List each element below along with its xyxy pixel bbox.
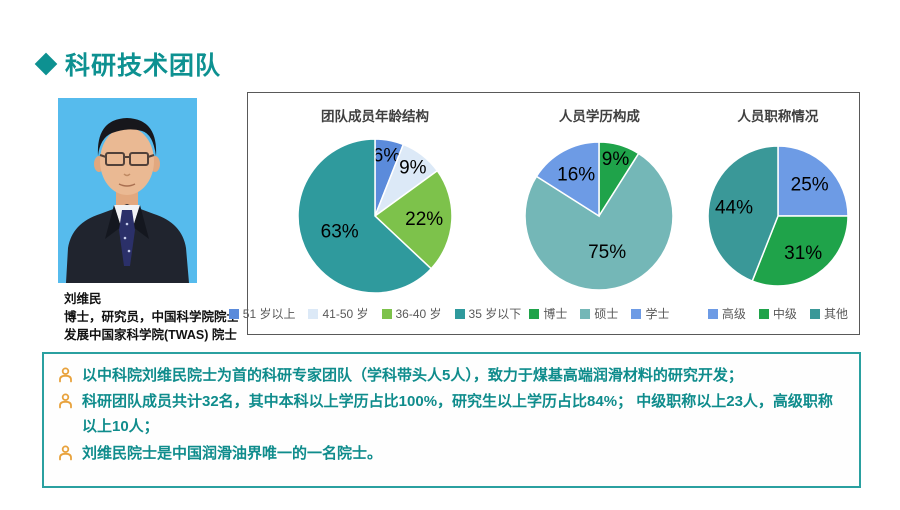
chart-title: 团队成员年龄结构	[321, 109, 429, 124]
pie-value-label: 31%	[784, 243, 822, 264]
legend-label: 36-40 岁	[395, 307, 442, 321]
legend-swatch-icon	[707, 308, 718, 319]
legend-swatch-icon	[758, 308, 769, 319]
pie-value-label: 9%	[399, 157, 427, 178]
notes-box: 以中科院刘维民院士为首的科研专家团队（学科带头人5人），致力于煤基高端润滑材料的…	[42, 352, 861, 488]
portrait-illustration	[58, 98, 197, 283]
pie-value-label: 25%	[791, 174, 829, 195]
legend-swatch-icon	[228, 308, 239, 319]
page-title: 科研技术团队	[34, 46, 222, 82]
chart-legend: 博士 硕士 学士	[529, 305, 669, 322]
legend-label: 51 岁以上	[242, 307, 296, 321]
note-text: 刘维民院士是中国润滑油界唯一的一名院士。	[82, 444, 383, 462]
legend-item: 学士	[631, 305, 669, 322]
legend-label: 35 岁以下	[468, 307, 522, 321]
legend-label: 41-50 岁	[322, 307, 369, 321]
chart-title: 人员职称情况	[737, 109, 819, 124]
note-item: 刘维民院士是中国润滑油界唯一的一名院士。	[58, 441, 843, 466]
pie-slice-学士	[535, 141, 601, 218]
charts-panel: 团队成员年龄结构 6% 9% 22% 63% 51 岁以上 41-50 岁 36-40 岁 35…	[228, 92, 860, 335]
legend-label: 硕士	[594, 307, 619, 321]
chart-legend: 51 岁以上 41-50 岁 36-40 岁 35 岁以下	[228, 305, 522, 322]
legend-label: 高级	[721, 307, 746, 321]
note-item: 科研团队成员共计32名，其中本科以上学历占比100%，研究生以上学历占比84%；…	[58, 389, 843, 439]
legend-item: 高级	[707, 305, 746, 322]
legend-swatch-icon	[381, 308, 392, 319]
person-icon	[58, 445, 73, 466]
pie-slice-36-40 岁	[373, 169, 453, 270]
legend-label: 中级	[772, 307, 797, 321]
note-text: 以中科院刘维民院士为首的科研专家团队（学科带头人5人），致力于煤基高端润滑材料的…	[82, 367, 743, 384]
pie-slice-35 岁以下	[297, 138, 433, 294]
pie-value-label: 44%	[715, 198, 753, 219]
pie-value-label: 6%	[373, 146, 401, 167]
pie-chart-3: 人员职称情况 25% 31% 44% 高级 中级 其他	[701, 101, 855, 328]
person-icon	[58, 393, 73, 414]
legend-item: 博士	[529, 305, 567, 322]
pie-svg: 25% 31% 44%	[707, 145, 849, 287]
legend-swatch-icon	[809, 308, 820, 319]
profile-title-line-2: 发展中国家科学院(TWAS) 院士	[64, 328, 237, 343]
legend-item: 51 岁以上	[228, 305, 296, 322]
profile-caption: 刘维民 博士，研究员，中国科学院院士 发展中国家科学院(TWAS) 院士	[64, 290, 264, 344]
legend-swatch-icon	[580, 308, 591, 319]
chart-legend: 高级 中级 其他	[707, 305, 848, 322]
pie-slice-其他	[707, 145, 779, 283]
pie-value-label: 22%	[405, 209, 443, 230]
pie-chart-1: 团队成员年龄结构 6% 9% 22% 63% 51 岁以上 41-50 岁 36-40 岁 35…	[228, 101, 521, 328]
legend-item: 41-50 岁	[308, 305, 369, 322]
pie-chart-2: 人员学历构成 9% 75% 16% 博士 硕士 学士	[498, 101, 701, 328]
profile-name: 刘维民	[64, 292, 102, 306]
page-title-text: 科研技术团队	[65, 52, 222, 80]
legend-swatch-icon	[454, 308, 465, 319]
legend-swatch-icon	[529, 308, 540, 319]
note-text: 科研团队成员共计32名，其中本科以上学历占比100%，研究生以上学历占比84%；…	[82, 393, 833, 436]
diamond-icon	[34, 52, 58, 76]
legend-label: 博士	[543, 307, 568, 321]
legend-item: 35 岁以下	[454, 305, 522, 322]
pie-value-label: 16%	[558, 165, 596, 186]
legend-swatch-icon	[631, 308, 642, 319]
pie-svg: 6%9% 22% 63%	[297, 138, 453, 294]
pie-svg: 9% 75% 16%	[524, 141, 675, 291]
pie-slice-中级	[751, 215, 849, 287]
legend-item: 36-40 岁	[381, 305, 442, 322]
pie-slice-高级	[777, 145, 849, 217]
person-icon	[58, 367, 73, 388]
legend-swatch-icon	[308, 308, 319, 319]
chart-title: 人员学历构成	[558, 109, 640, 124]
note-item: 以中科院刘维民院士为首的科研专家团队（学科带头人5人），致力于煤基高端润滑材料的…	[58, 363, 843, 388]
legend-label: 学士	[645, 307, 670, 321]
legend-item: 中级	[758, 305, 797, 322]
legend-item: 硕士	[580, 305, 618, 322]
legend-label: 其他	[823, 307, 848, 321]
profile-photo	[58, 98, 197, 283]
pie-value-label: 63%	[321, 221, 359, 242]
legend-item: 其他	[809, 305, 848, 322]
profile-title-line-1: 博士，研究员，中国科学院院士	[64, 310, 240, 325]
pie-slice-硕士	[524, 152, 675, 291]
pie-value-label: 9%	[602, 149, 630, 170]
pie-value-label: 75%	[589, 242, 627, 263]
